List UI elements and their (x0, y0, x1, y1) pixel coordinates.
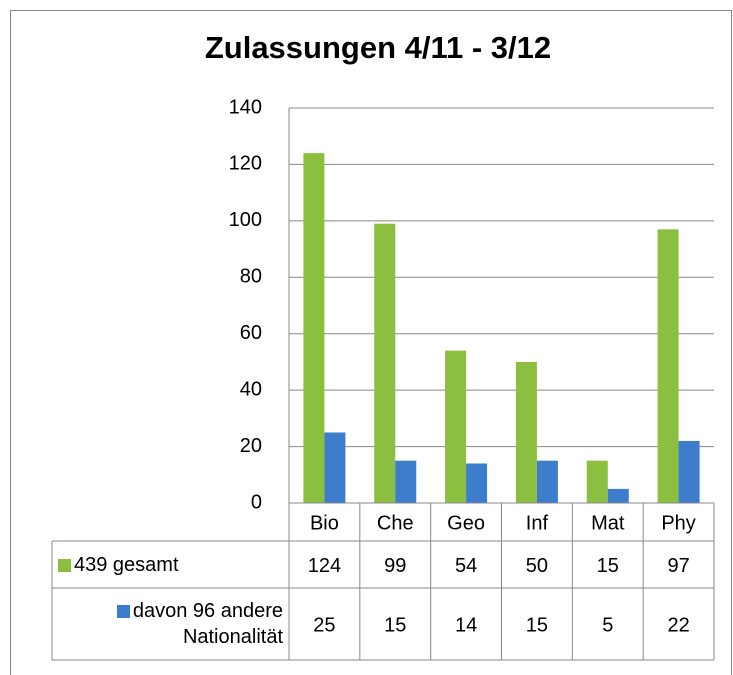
bar (607, 488, 629, 503)
y-tick-label: 140 (229, 96, 262, 118)
bar (466, 463, 488, 503)
x-tick-label: Geo (447, 512, 485, 534)
bar (536, 460, 558, 503)
table-value: 14 (455, 614, 477, 636)
table-value: 15 (597, 555, 619, 577)
y-tick-label: 100 (229, 209, 262, 231)
bar (303, 153, 325, 503)
table-value: 54 (455, 555, 477, 577)
table-value: 5 (602, 614, 613, 636)
y-tick-label: 0 (251, 491, 262, 513)
table-value: 97 (667, 555, 689, 577)
table-value: 99 (384, 555, 406, 577)
table-value: 25 (313, 614, 335, 636)
x-tick-label: Phy (661, 512, 695, 534)
x-tick-label: Mat (591, 512, 625, 534)
x-tick-label: Inf (526, 512, 549, 534)
y-tick-label: 120 (229, 153, 262, 175)
bar (445, 350, 467, 503)
bar (374, 223, 396, 503)
chart-border (10, 10, 732, 675)
legend-label: davon 96 andere Nationalität (132, 600, 283, 648)
table-value: 22 (667, 614, 689, 636)
legend-text: davon 96 andere Nationalität (58, 598, 283, 650)
y-tick-label: 80 (240, 266, 262, 288)
bar (657, 229, 679, 504)
bar (586, 460, 608, 503)
y-tick-label: 60 (240, 322, 262, 344)
legend-swatch (116, 605, 130, 619)
bar (515, 361, 537, 503)
bar (395, 460, 417, 503)
legend-swatch (58, 558, 71, 572)
bar (678, 440, 700, 503)
x-tick-label: Bio (310, 512, 339, 534)
table-value: 15 (526, 614, 548, 636)
legend-entry: 439 gesamt (58, 541, 283, 588)
y-tick-label: 40 (240, 378, 262, 400)
table-value: 50 (526, 555, 548, 577)
table-value: 15 (384, 614, 406, 636)
chart-title: Zulassungen 4/11 - 3/12 (205, 30, 551, 65)
bar (324, 432, 346, 503)
y-tick-label: 20 (240, 435, 262, 457)
table-value: 124 (308, 555, 341, 577)
legend-entry: davon 96 andere Nationalität (58, 588, 283, 660)
legend-label: 439 gesamt (74, 553, 179, 576)
legend-text: 439 gesamt (58, 552, 179, 578)
x-tick-label: Che (377, 512, 414, 534)
